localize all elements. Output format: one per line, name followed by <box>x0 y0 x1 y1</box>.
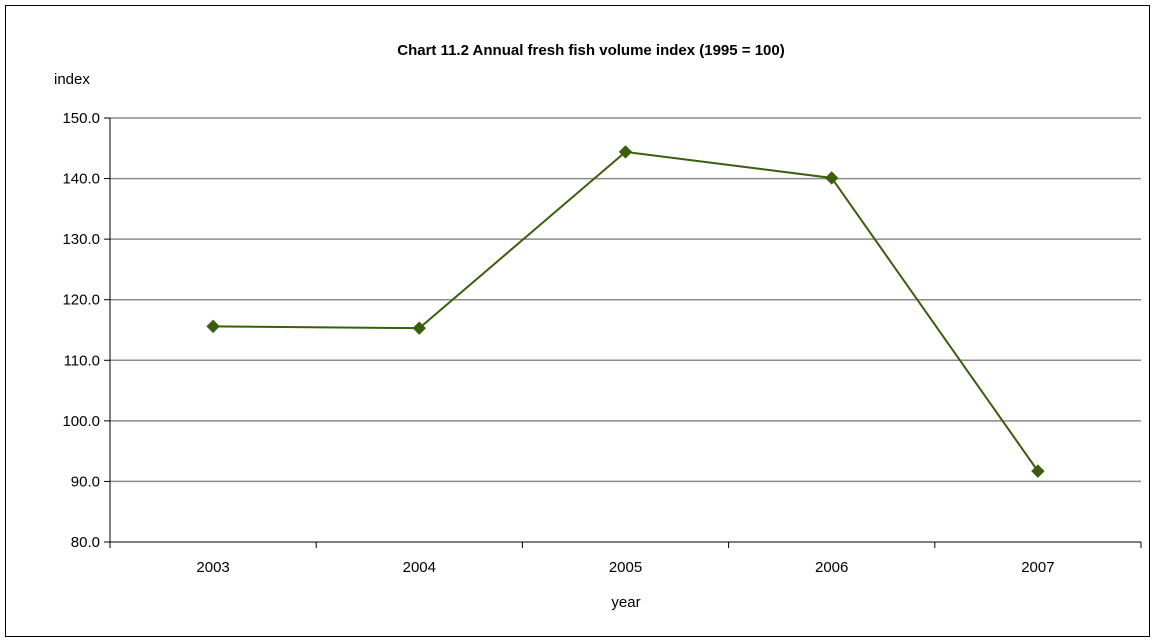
y-tick-label: 80.0 <box>71 534 100 551</box>
x-tick-label: 2007 <box>1021 559 1054 576</box>
x-tick-label: 2004 <box>403 559 436 576</box>
y-tick-label: 100.0 <box>62 413 100 430</box>
tick-labels: 80.0 90.0 100.0 110.0 120.0 130.0 140.0 150.0 20… <box>62 110 1054 576</box>
chart-frame: Chart 11.2 Annual fresh fish volume inde… <box>5 5 1150 637</box>
x-tick-label: 2005 <box>609 559 642 576</box>
series-line <box>213 150 1039 472</box>
data-point-marker <box>206 319 220 334</box>
y-tick-label: 120.0 <box>62 292 100 309</box>
axes <box>104 117 1142 548</box>
x-tick-label: 2006 <box>815 559 848 576</box>
data-point-marker <box>412 321 427 335</box>
series <box>206 145 1045 478</box>
y-tick-label: 110.0 <box>64 352 100 369</box>
x-axis-label: year <box>611 594 640 611</box>
data-point-marker <box>1031 464 1045 478</box>
chart-title: Chart 11.2 Annual fresh fish volume inde… <box>397 42 785 59</box>
data-point-marker <box>824 171 839 185</box>
data-point-marker <box>618 145 633 159</box>
y-tick-label: 130.0 <box>62 231 100 248</box>
y-axis-label: index <box>54 71 90 88</box>
line-chart: Chart 11.2 Annual fresh fish volume inde… <box>54 42 1142 611</box>
x-tick-label: 2003 <box>196 559 229 576</box>
gridlines <box>110 117 1141 483</box>
y-tick-label: 90.0 <box>71 473 100 490</box>
y-tick-label: 150.0 <box>62 110 100 127</box>
y-tick-label: 140.0 <box>62 171 100 188</box>
